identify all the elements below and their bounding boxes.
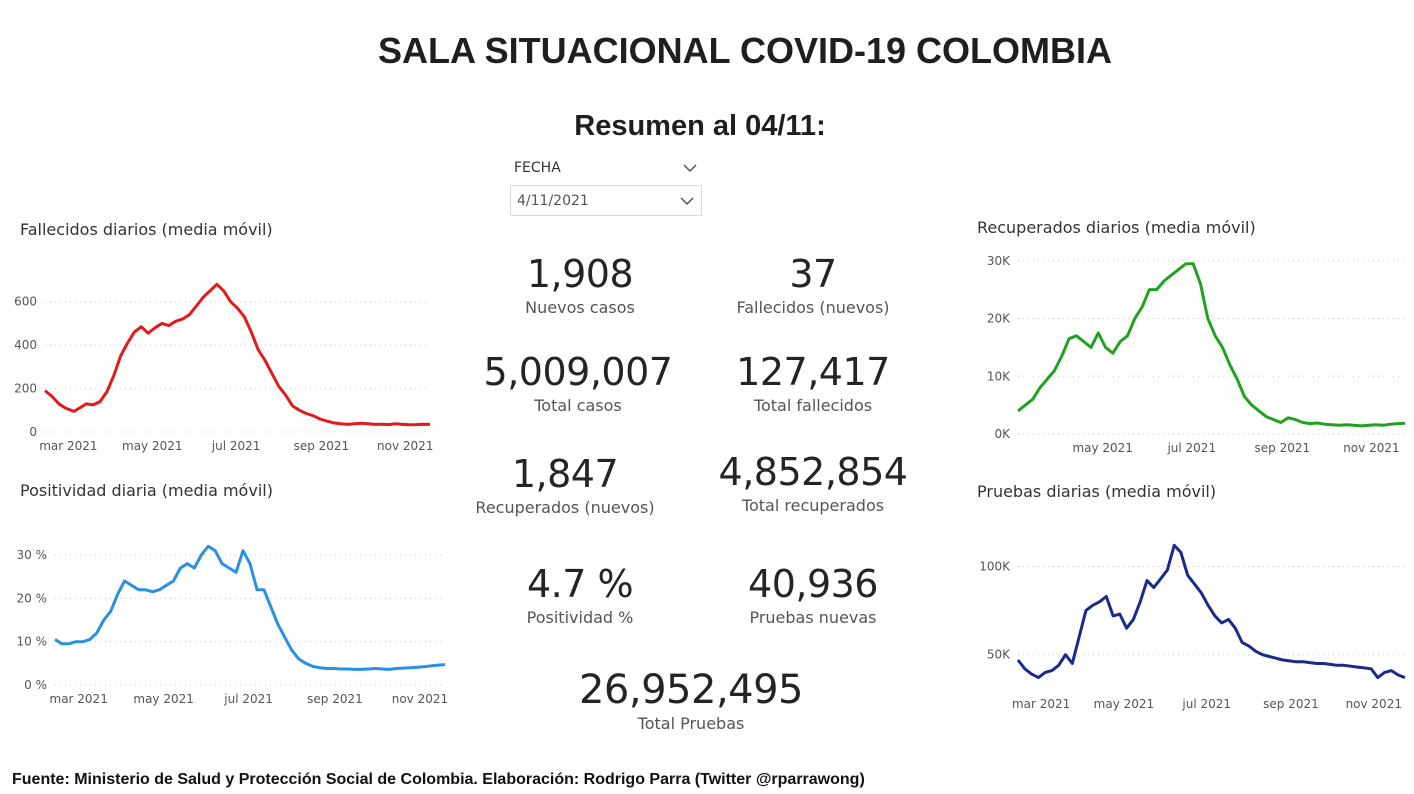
kpi-value: 4,852,854	[718, 450, 908, 494]
y-tick-label: 10K	[987, 369, 1011, 383]
kpi-label: Pruebas nuevas	[749, 608, 877, 627]
kpi-label: Recuperados (nuevos)	[475, 498, 655, 517]
x-tick-label: nov 2021	[377, 439, 433, 453]
source-footer: Fuente: Ministerio de Salud y Protección…	[12, 771, 865, 788]
kpi-label: Total fallecidos	[753, 396, 873, 415]
tests-chart: 50K 100K mar 2021 may 2021 jul 2021 sep 2021 n…	[979, 543, 1406, 711]
kpi-value: 26,952,495	[578, 667, 804, 713]
x-tick-label: sep 2021	[307, 692, 363, 706]
kpi-total-cases: 5,009,007 Total casos	[462, 350, 694, 415]
date-value: 4/11/2021	[517, 192, 589, 209]
kpi-new-tests: 40,936 Pruebas nuevas	[713, 562, 913, 627]
x-tick-label: nov 2021	[392, 692, 448, 706]
y-tick-label: 200	[14, 382, 37, 396]
recovered-chart: 0K 10K 20K 30K may 2021 jul 2021 sep 2021 nov 2…	[987, 254, 1406, 455]
x-tick-label: may 2021	[122, 439, 183, 453]
kpi-label: Total recuperados	[741, 496, 885, 515]
y-tick-label: 0K	[994, 427, 1011, 441]
kpi-value: 1,908	[526, 252, 634, 296]
kpi-total-tests: 26,952,495 Total Pruebas	[566, 668, 816, 733]
y-tick-label: 400	[14, 338, 37, 352]
y-tick-label: 10 %	[17, 635, 48, 649]
y-tick-label: 50K	[987, 648, 1011, 662]
y-tick-label: 0 %	[24, 678, 47, 692]
kpi-label: Total Pruebas	[637, 714, 745, 733]
kpi-value: 127,417	[736, 350, 890, 394]
x-tick-label: mar 2021	[1012, 697, 1070, 711]
deaths-chart: 0 200 400 600 mar 2021 may 2021 jul 2021 sep 20…	[14, 282, 433, 453]
kpi-total-deaths: 127,417 Total fallecidos	[713, 350, 913, 415]
y-tick-label: 600	[14, 295, 37, 309]
kpi-value: 5,009,007	[483, 350, 673, 394]
y-tick-label: 30K	[987, 254, 1011, 268]
x-tick-label: jul 2021	[1166, 441, 1216, 455]
x-tick-label: mar 2021	[50, 692, 108, 706]
x-tick-label: sep 2021	[294, 439, 350, 453]
kpi-new-recovered: 1,847 Recuperados (nuevos)	[465, 452, 665, 517]
kpi-label: Total casos	[534, 396, 622, 415]
date-slicer[interactable]: FECHA 4/11/2021	[510, 155, 702, 216]
y-tick-label: 30 %	[17, 548, 48, 562]
x-tick-label: nov 2021	[1346, 697, 1402, 711]
series-line	[1016, 543, 1406, 680]
series-line	[54, 544, 446, 671]
y-tick-label: 0	[29, 425, 37, 439]
x-tick-label: may 2021	[1094, 697, 1155, 711]
kpi-value: 4.7 %	[526, 562, 634, 606]
chevron-down-icon[interactable]	[682, 163, 698, 173]
summary-subtitle: Resumen al 04/11:	[574, 110, 826, 142]
x-tick-label: sep 2021	[1263, 697, 1319, 711]
kpi-label: Nuevos casos	[525, 298, 635, 317]
kpi-label: Fallecidos (nuevos)	[736, 298, 890, 317]
page-title: SALA SITUACIONAL COVID-19 COLOMBIA	[377, 30, 1113, 71]
y-tick-label: 20K	[987, 312, 1011, 326]
x-tick-label: nov 2021	[1343, 441, 1399, 455]
kpi-value: 40,936	[748, 562, 878, 606]
x-tick-label: may 2021	[1072, 441, 1133, 455]
series-line	[44, 282, 431, 427]
y-tick-label: 20 %	[17, 591, 48, 605]
series-line	[1017, 262, 1406, 428]
x-tick-label: jul 2021	[211, 439, 261, 453]
tests-chart-title: Pruebas diarias (media móvil)	[977, 482, 1217, 501]
slicer-header[interactable]: FECHA	[510, 155, 702, 181]
date-dropdown[interactable]: 4/11/2021	[510, 185, 702, 216]
slicer-label: FECHA	[514, 160, 561, 176]
kpi-positivity: 4.7 % Positividad %	[480, 562, 680, 627]
y-tick-label: 100K	[979, 559, 1011, 573]
positivity-chart-title: Positividad diaria (media móvil)	[20, 481, 273, 500]
x-tick-label: mar 2021	[39, 439, 97, 453]
deaths-chart-title: Fallecidos diarios (media móvil)	[20, 220, 273, 239]
x-tick-label: may 2021	[133, 692, 194, 706]
kpi-value: 37	[789, 252, 837, 296]
kpi-new-cases: 1,908 Nuevos casos	[480, 252, 680, 317]
kpi-value: 1,847	[511, 452, 619, 496]
chevron-down-icon[interactable]	[679, 196, 695, 206]
x-tick-label: jul 2021	[1181, 697, 1231, 711]
kpi-label: Positividad %	[526, 608, 634, 627]
x-tick-label: jul 2021	[223, 692, 273, 706]
kpi-new-deaths: 37 Fallecidos (nuevos)	[713, 252, 913, 317]
recovered-chart-title: Recuperados diarios (media móvil)	[977, 218, 1256, 237]
positivity-chart: 0 % 10 % 20 % 30 % mar 2021 may 2021 jul 2021 s…	[17, 544, 448, 706]
x-tick-label: sep 2021	[1255, 441, 1311, 455]
kpi-total-recovered: 4,852,854 Total recuperados	[694, 450, 932, 515]
